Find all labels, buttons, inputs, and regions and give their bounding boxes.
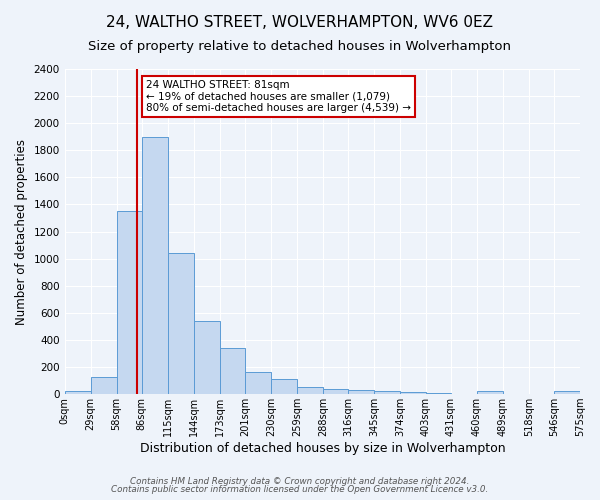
Bar [297,386,323,394]
Bar [220,348,245,394]
X-axis label: Distribution of detached houses by size in Wolverhampton: Distribution of detached houses by size … [140,442,505,455]
Text: Size of property relative to detached houses in Wolverhampton: Size of property relative to detached ho… [89,40,511,53]
Bar [116,212,142,394]
Text: 24, WALTHO STREET, WOLVERHAMPTON, WV6 0EZ: 24, WALTHO STREET, WOLVERHAMPTON, WV6 0E… [107,15,493,30]
Bar [245,372,271,394]
Bar [271,380,297,394]
Bar [554,392,580,394]
Bar [168,254,194,394]
Text: Contains public sector information licensed under the Open Government Licence v3: Contains public sector information licen… [112,485,488,494]
Bar [400,392,426,394]
Bar [426,393,451,394]
Text: Contains HM Land Registry data © Crown copyright and database right 2024.: Contains HM Land Registry data © Crown c… [130,477,470,486]
Bar [142,136,168,394]
Bar [91,376,116,394]
Bar [323,388,348,394]
Bar [65,392,91,394]
Bar [374,392,400,394]
Text: 24 WALTHO STREET: 81sqm
← 19% of detached houses are smaller (1,079)
80% of semi: 24 WALTHO STREET: 81sqm ← 19% of detache… [146,80,411,113]
Y-axis label: Number of detached properties: Number of detached properties [15,138,28,324]
Bar [194,321,220,394]
Bar [477,392,503,394]
Bar [348,390,374,394]
